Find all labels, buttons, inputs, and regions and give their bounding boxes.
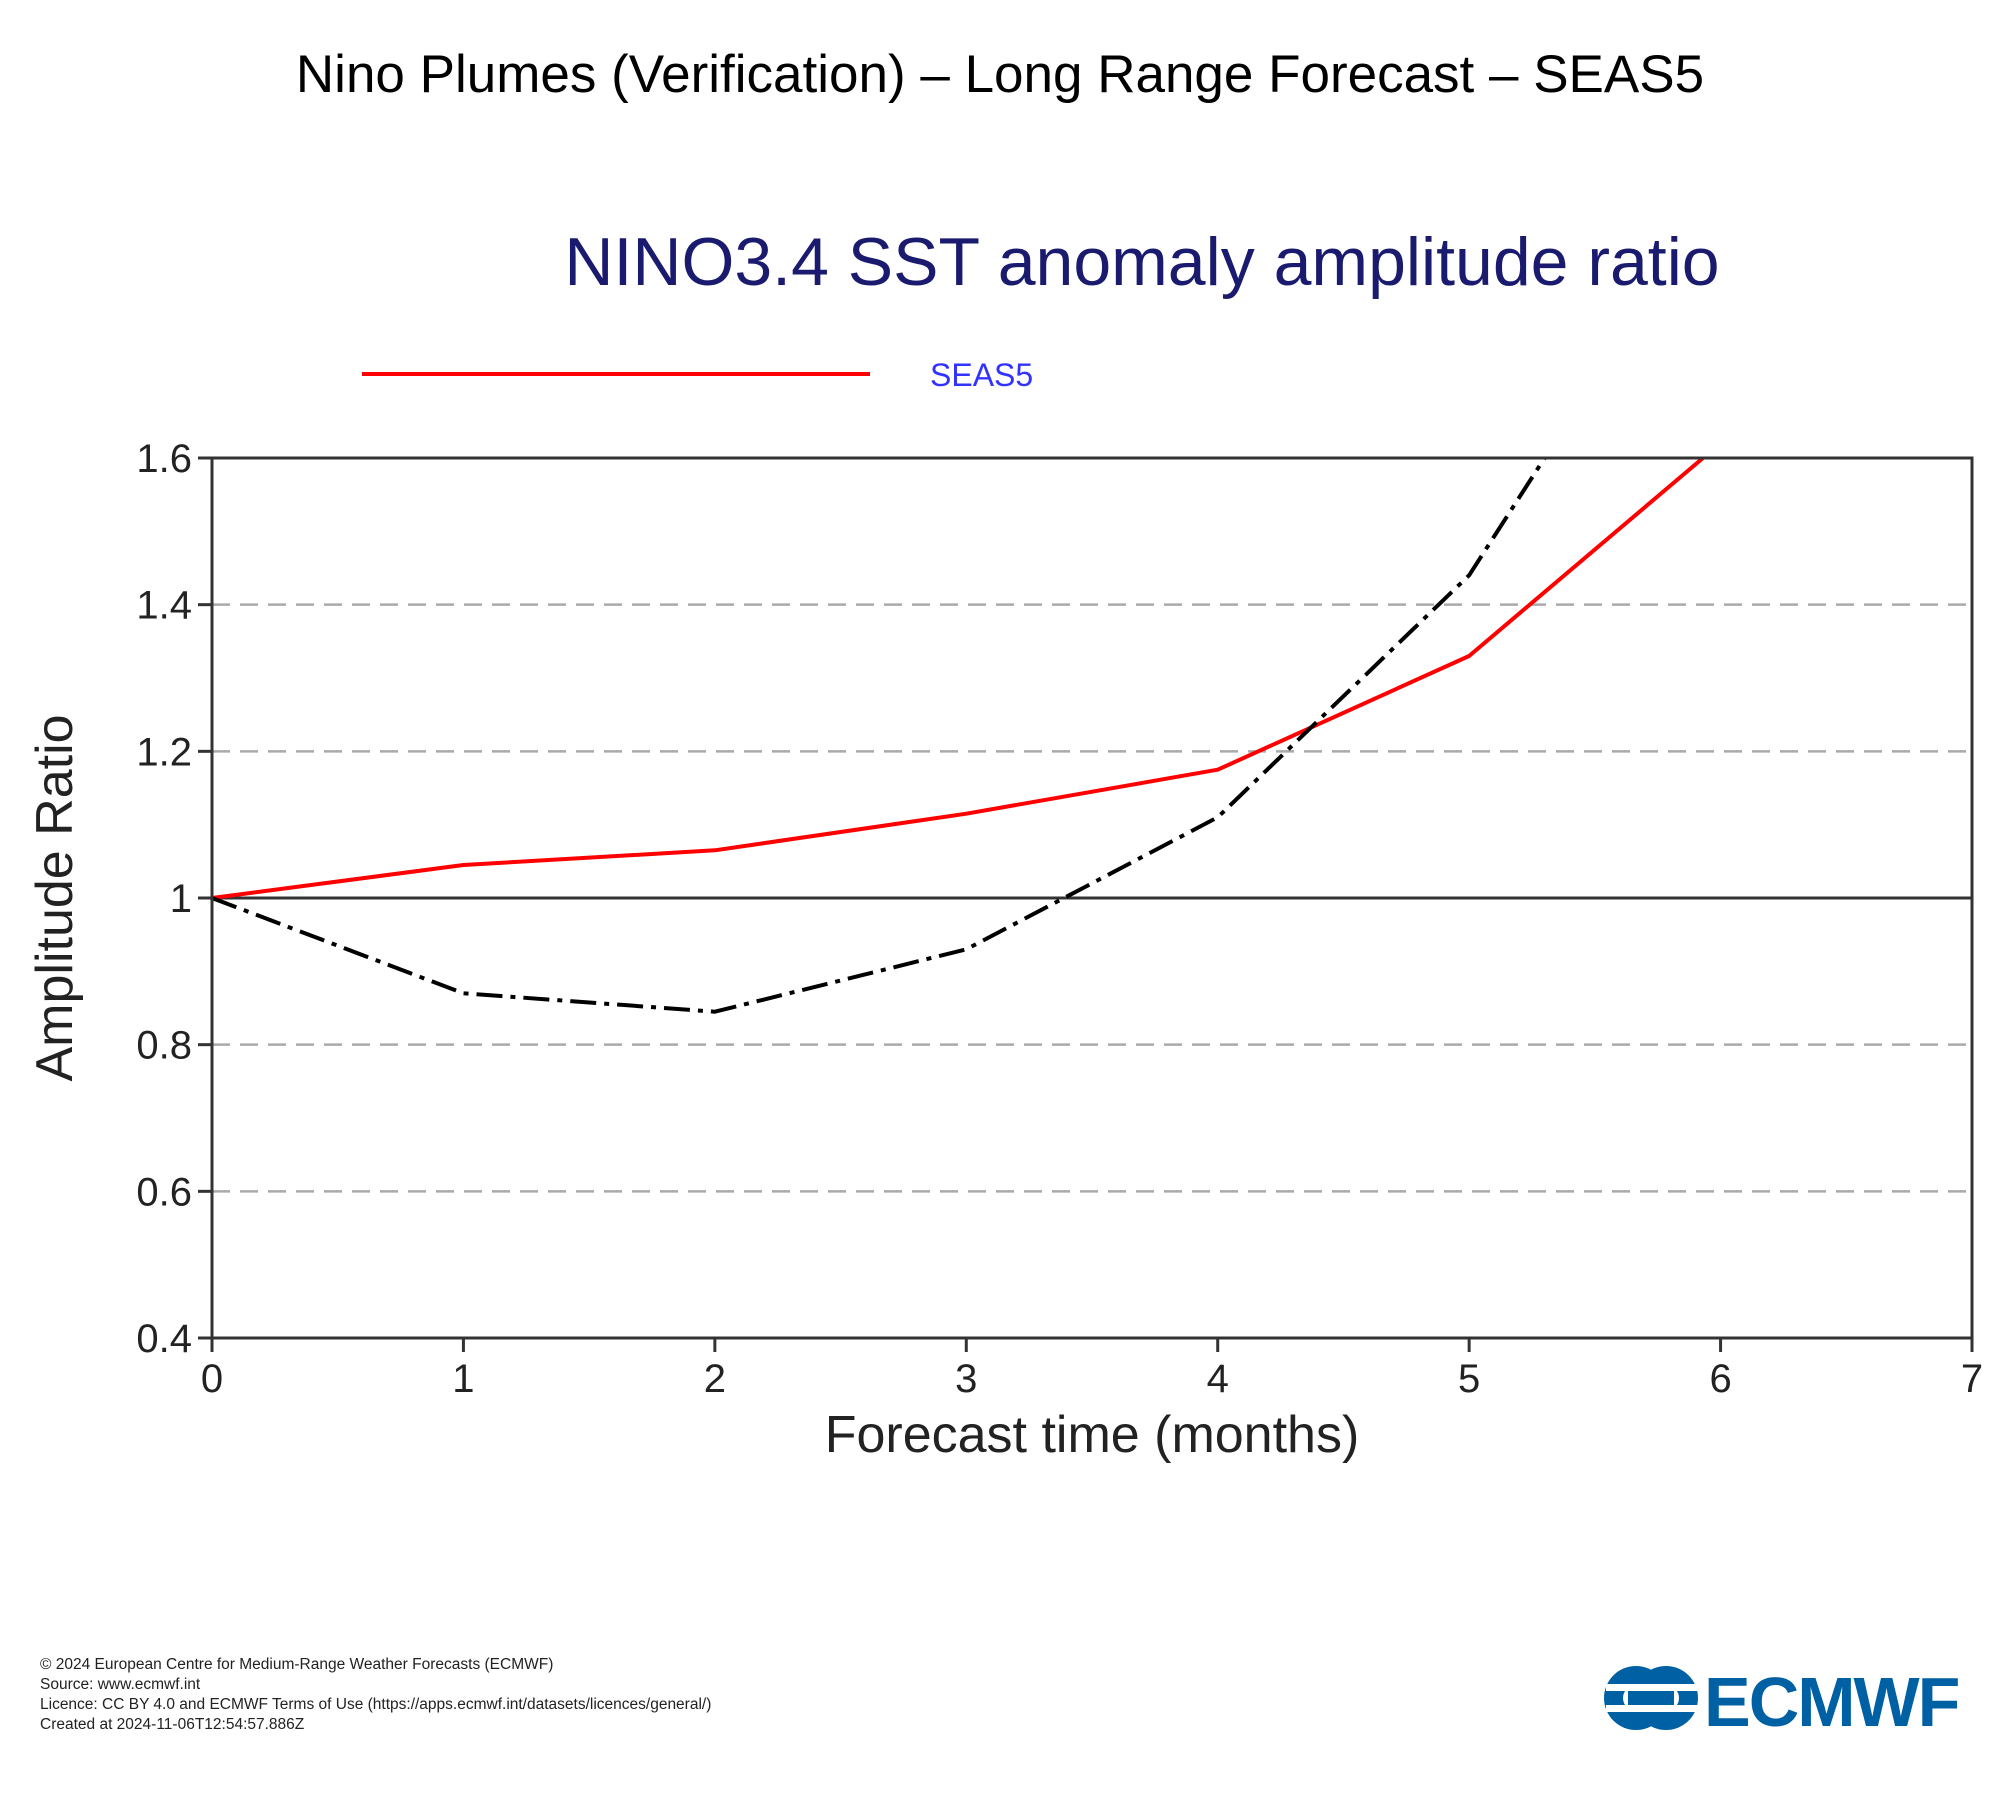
chart-title: NINO3.4 SST anomaly amplitude ratio — [564, 224, 1719, 300]
y-tick-label: 0.4 — [136, 1317, 192, 1361]
footer-created: Created at 2024-11-06T12:54:57.886Z — [40, 1716, 305, 1733]
legend: SEAS5 — [362, 357, 1033, 393]
x-tick-label: 4 — [1207, 1357, 1229, 1401]
footer-source: Source: www.ecmwf.int — [40, 1676, 201, 1693]
footer-licence: Licence: CC BY 4.0 and ECMWF Terms of Us… — [40, 1696, 712, 1713]
y-tick-label: 0.8 — [136, 1024, 192, 1068]
gridlines — [212, 603, 1972, 1193]
x-tick-label: 7 — [1961, 1357, 1983, 1401]
y-tick-label: 0.6 — [136, 1170, 192, 1214]
x-axis-label: Forecast time (months) — [825, 1406, 1360, 1464]
ecmwf-logo-icon — [1604, 1666, 1698, 1730]
x-tick-label: 2 — [704, 1357, 726, 1401]
page-title: Nino Plumes (Verification) – Long Range … — [295, 45, 1705, 104]
footer-copyright: © 2024 European Centre for Medium-Range … — [40, 1656, 554, 1673]
ecmwf-logo: ECMWF — [1604, 1663, 1961, 1736]
x-tick-label: 0 — [201, 1357, 223, 1401]
y-tick-label: 1.6 — [136, 437, 192, 481]
series-line-0 — [211, 456, 1705, 900]
chart: NINO3.4 SST anomaly amplitude ratio SEAS… — [26, 224, 1983, 1464]
x-tick-label: 1 — [452, 1357, 474, 1401]
legend-label-seas5: SEAS5 — [930, 357, 1033, 393]
series-layer — [211, 456, 1705, 1014]
x-tick-label: 6 — [1709, 1357, 1731, 1401]
axis-ticks: 0.4 0.6 0.8 1 1.2 1.4 1.6 0 1 2 3 4 5 6 7 — [136, 437, 1983, 1401]
series-line-1 — [211, 456, 1547, 1014]
y-axis-label: Amplitude Ratio — [26, 714, 84, 1081]
footer: © 2024 European Centre for Medium-Range … — [40, 1655, 711, 1735]
x-tick-label: 5 — [1458, 1357, 1480, 1401]
y-tick-label: 1.2 — [136, 730, 192, 774]
ecmwf-logo-text: ECMWF — [1704, 1663, 1959, 1736]
y-tick-label: 1.4 — [136, 584, 192, 628]
x-tick-label: 3 — [955, 1357, 977, 1401]
y-tick-label: 1 — [170, 877, 192, 921]
